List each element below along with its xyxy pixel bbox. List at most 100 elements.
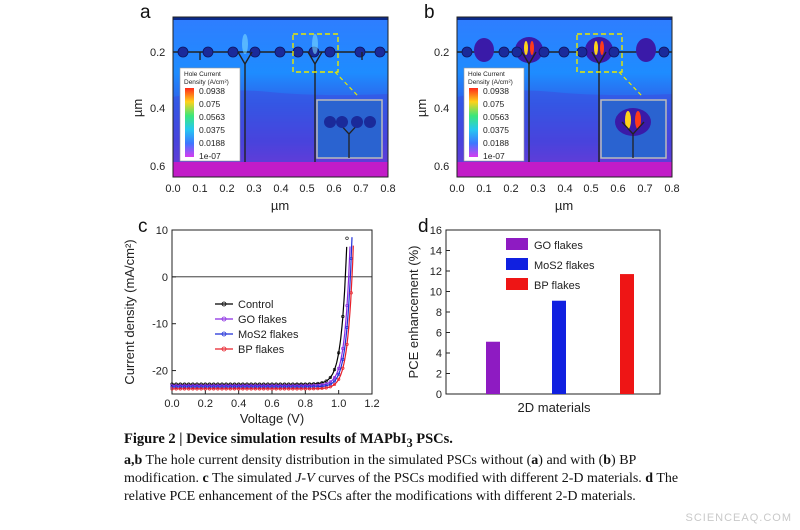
x-tick-label: 0.2 bbox=[503, 183, 518, 195]
sim-bottom-layer bbox=[173, 162, 388, 177]
data-point bbox=[337, 377, 341, 381]
x-tick-label: 0.0 bbox=[449, 183, 464, 195]
sim-current-glow bbox=[242, 34, 318, 54]
data-point bbox=[191, 387, 195, 391]
x-tick-label: 0.8 bbox=[380, 183, 395, 195]
x-tick-label: 0.8 bbox=[664, 183, 679, 195]
data-point bbox=[174, 387, 178, 391]
y-tick-label: 0.6 bbox=[150, 161, 165, 173]
sim-x-ticks: 0.0 0.1 0.2 0.3 0.4 0.5 0.6 0.7 0.8 bbox=[165, 183, 395, 195]
data-point bbox=[187, 387, 191, 391]
data-point bbox=[341, 357, 345, 361]
sim-inset-wire bbox=[621, 121, 645, 158]
colorbar-value: 0.0375 bbox=[199, 125, 225, 135]
figure-caption: Figure 2 | Device simulation results of … bbox=[124, 430, 679, 506]
data-point bbox=[332, 368, 337, 372]
sim-particles bbox=[461, 46, 670, 58]
legend-label: BP flakes bbox=[534, 280, 581, 292]
data-point bbox=[212, 387, 216, 391]
data-point bbox=[278, 387, 282, 391]
sim-roi-box bbox=[576, 33, 623, 73]
y-tick-label: 0.2 bbox=[434, 47, 449, 59]
data-point bbox=[182, 387, 187, 391]
data-point bbox=[332, 379, 337, 383]
data-point bbox=[178, 387, 182, 391]
y-tick-label: 8 bbox=[436, 307, 442, 319]
colorbar-value: 0.0188 bbox=[199, 138, 225, 148]
y-tick-label: 4 bbox=[436, 348, 442, 360]
data-point bbox=[291, 387, 295, 391]
y-tick-label: 14 bbox=[430, 246, 442, 258]
sim-ylabel: µm bbox=[414, 99, 429, 117]
y-tick-label: 2 bbox=[436, 369, 442, 381]
colorbar-value: 0.0938 bbox=[483, 86, 509, 96]
data-point bbox=[316, 387, 320, 391]
data-point bbox=[266, 387, 270, 391]
x-tick-label: 0.8 bbox=[298, 398, 313, 410]
x-tick-label: 0.6 bbox=[264, 398, 279, 410]
colorbar-gradient bbox=[469, 88, 478, 157]
data-point bbox=[216, 387, 220, 391]
data-point bbox=[337, 372, 341, 376]
y-tick-label: 0.6 bbox=[434, 161, 449, 173]
colorbar-values: 0.0938 0.075 0.0563 0.0375 0.0188 1e-07 bbox=[199, 86, 225, 161]
data-point bbox=[349, 291, 353, 295]
x-tick-label: 0.4 bbox=[231, 398, 246, 410]
colorbar-value: 0.0188 bbox=[483, 138, 509, 148]
data-point bbox=[320, 384, 324, 388]
data-point bbox=[207, 387, 212, 391]
panel-label-a: a bbox=[140, 2, 151, 23]
legend-label: MoS2 flakes bbox=[534, 260, 595, 272]
data-point bbox=[253, 387, 257, 391]
sim-y-ticks: 0.2 0.4 0.6 bbox=[434, 47, 449, 173]
data-point bbox=[337, 351, 341, 355]
panel-label-c: c bbox=[138, 216, 148, 237]
y-tick-label: 0 bbox=[436, 389, 442, 401]
x-tick-label: 1.0 bbox=[331, 398, 346, 410]
data-point bbox=[320, 386, 324, 391]
sim-roi-arrow bbox=[618, 71, 643, 97]
panel-label-b: b bbox=[424, 2, 435, 23]
sim-roi-arrow bbox=[334, 71, 359, 97]
sim-bottom-layer bbox=[457, 162, 672, 177]
panel-label-d: d bbox=[418, 216, 429, 237]
sim-xlabel: µm bbox=[271, 198, 289, 213]
data-point bbox=[282, 387, 287, 391]
colorbar-value: 0.0563 bbox=[483, 112, 509, 122]
legend-label: BP flakes bbox=[238, 344, 285, 356]
colorbar-value: 0.075 bbox=[483, 99, 505, 109]
series-line-mos2-flakes bbox=[172, 237, 353, 388]
data-point bbox=[241, 387, 245, 391]
bar-mos2-flakes bbox=[552, 300, 566, 394]
y-tick-label: 10 bbox=[156, 225, 168, 237]
y-tick-label: 0.2 bbox=[150, 47, 165, 59]
sim-inset-hotspot bbox=[615, 108, 651, 136]
pce-xlabel: 2D materials bbox=[518, 400, 591, 415]
legend-swatch bbox=[506, 278, 528, 290]
x-tick-label: 0.7 bbox=[353, 183, 368, 195]
data-point bbox=[199, 387, 203, 391]
x-tick-label: 0.6 bbox=[326, 183, 341, 195]
data-point bbox=[345, 342, 349, 346]
legend-marker bbox=[221, 346, 227, 352]
sim-inset-hotspot bbox=[625, 111, 631, 129]
legend-marker bbox=[221, 331, 227, 337]
data-point bbox=[270, 387, 274, 391]
legend-marker bbox=[221, 301, 227, 307]
data-point bbox=[341, 314, 345, 319]
sim-nanowires bbox=[199, 51, 363, 162]
y-tick-label: -10 bbox=[152, 319, 168, 331]
data-point bbox=[303, 387, 307, 391]
panel-b-simulation: Hole Current Density (A/cm²) 0.0938 0.07… bbox=[414, 16, 680, 213]
jv-xlabel: Voltage (V) bbox=[240, 411, 304, 426]
panel-c-jv-chart: 10 0 -10 -20 0.0 0.2 0.4 0.6 0.8 1.0 1.2 Control G… bbox=[122, 225, 380, 426]
colorbar-value: 0.0563 bbox=[199, 112, 225, 122]
data-point bbox=[257, 387, 262, 391]
data-point bbox=[345, 236, 349, 240]
panel-d-bar-chart: 0 2 4 6 8 10 12 14 16 GO flakes MoS2 flakes BP fla… bbox=[406, 225, 661, 415]
data-point bbox=[220, 387, 224, 391]
legend-swatch bbox=[506, 238, 528, 250]
data-point bbox=[203, 387, 207, 391]
x-tick-label: 1.2 bbox=[364, 398, 379, 410]
data-point bbox=[245, 387, 249, 391]
